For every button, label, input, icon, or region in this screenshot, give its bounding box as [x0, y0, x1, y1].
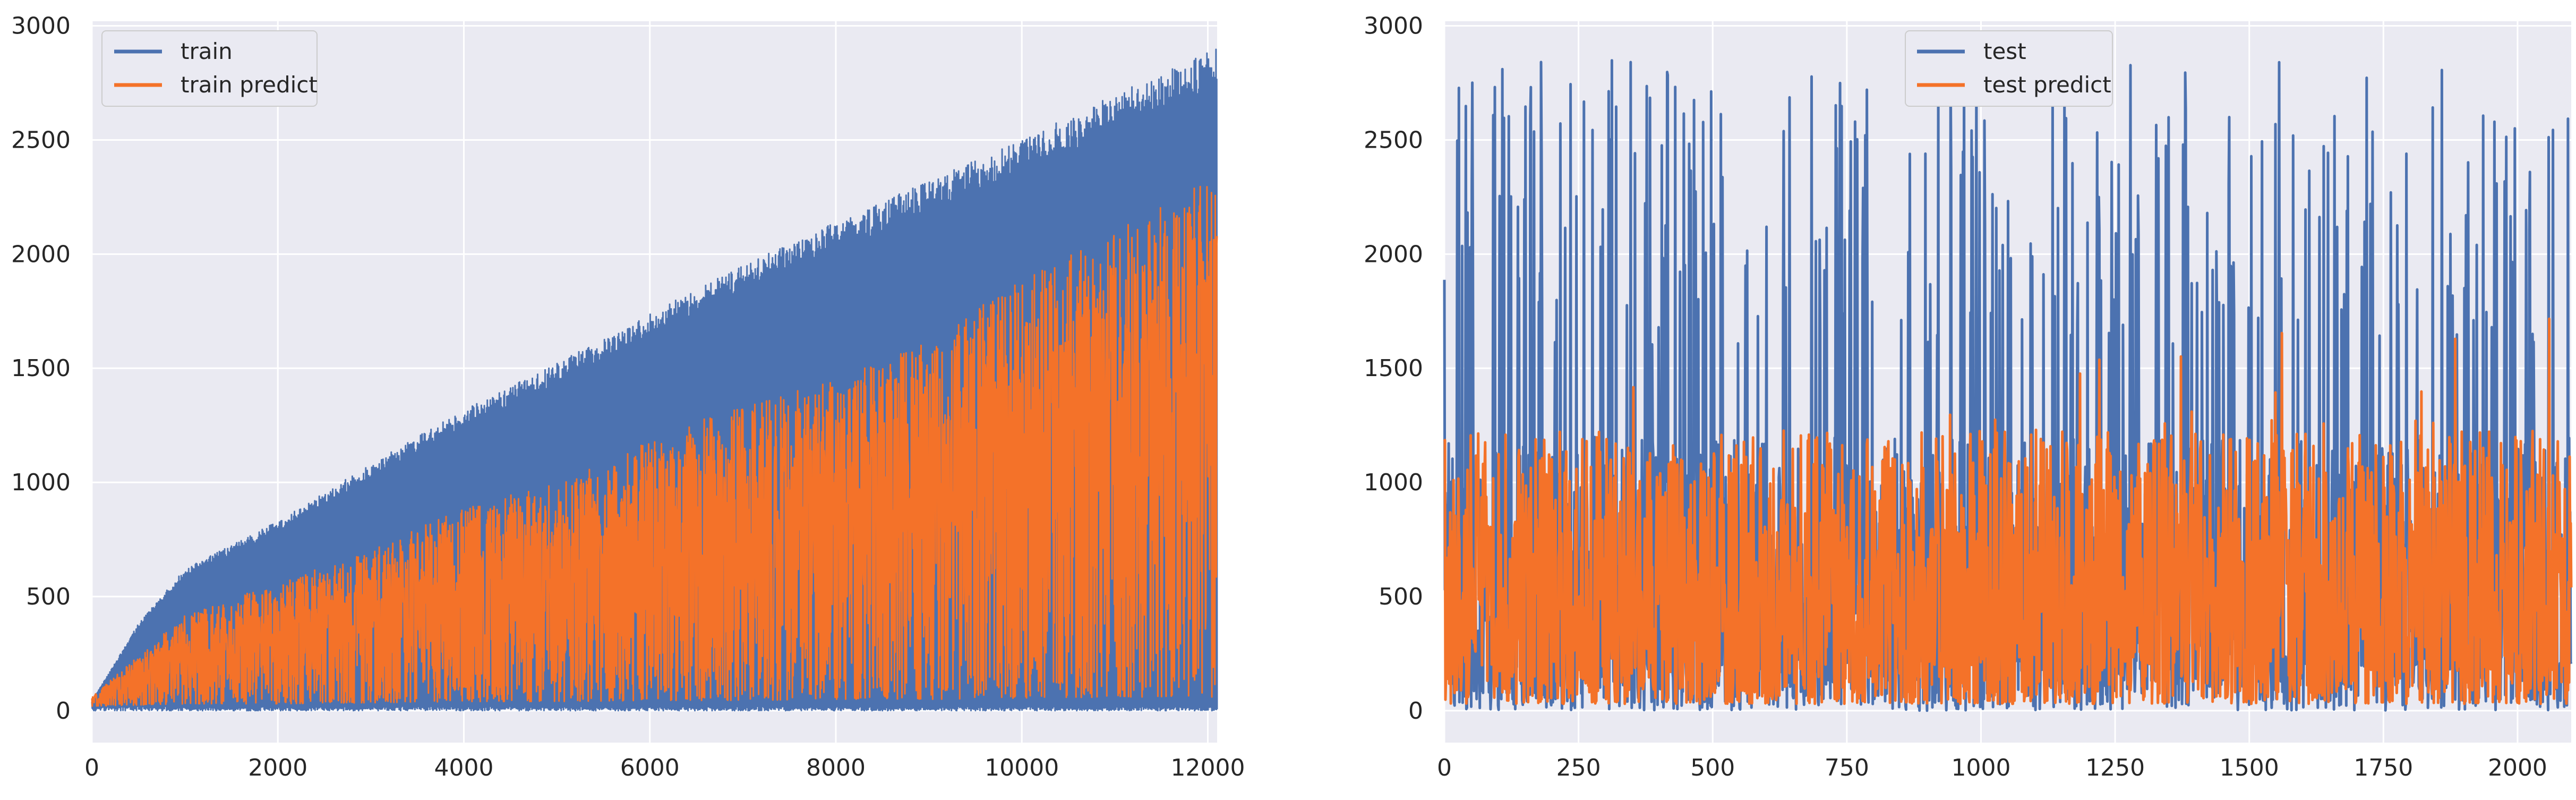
- x-tick-label: 2000: [248, 754, 307, 781]
- legend-label-test: test: [1983, 38, 2026, 64]
- series-line-test-predict: [1443, 317, 2573, 705]
- legend-label-train-predict: train predict: [181, 72, 318, 98]
- y-tick-label: 0: [1408, 697, 1423, 725]
- x-tick-label: 500: [1690, 754, 1735, 781]
- x-tick-label: 0: [1437, 754, 1452, 781]
- y-tick-label: 500: [1379, 583, 1423, 610]
- x-tick-label: 8000: [806, 754, 866, 781]
- ticks-left: 0 2000 4000 6000 8000 10000 12000 0 500 1000 1500 2…: [11, 13, 1245, 781]
- series-left: [91, 48, 1218, 712]
- legend-right: test test predict: [1905, 30, 2113, 107]
- y-tick-label: 1500: [11, 355, 71, 382]
- x-tick-label: 1500: [2220, 754, 2279, 781]
- y-tick-label: 1000: [11, 469, 71, 496]
- chart-right: 0 250 500 750 1000 1250 1500 1750 2000 0 500 1000 15…: [1364, 13, 2573, 781]
- x-tick-label: 12000: [1170, 754, 1245, 781]
- y-tick-label: 2000: [11, 241, 71, 268]
- y-tick-label: 500: [26, 583, 71, 610]
- series-line-train-predict: [91, 185, 1218, 707]
- x-tick-label: 750: [1825, 754, 1869, 781]
- legend-label-test-predict: test predict: [1983, 72, 2111, 98]
- y-tick-label: 0: [56, 697, 71, 725]
- legend-left: train train predict: [101, 30, 318, 107]
- x-tick-label: 1000: [1951, 754, 2010, 781]
- y-tick-label: 3000: [11, 13, 71, 40]
- series-right: [1443, 58, 2573, 712]
- legend-label-train: train: [181, 38, 233, 64]
- x-tick-label: 250: [1556, 754, 1601, 781]
- x-tick-label: 6000: [620, 754, 680, 781]
- y-tick-label: 3000: [1364, 13, 1423, 40]
- y-tick-label: 1000: [1364, 469, 1423, 496]
- y-tick-label: 2500: [1364, 126, 1423, 154]
- chart-left: 0 2000 4000 6000 8000 10000 12000 0 500 1000 1500 2…: [11, 13, 1245, 781]
- x-tick-label: 0: [84, 754, 99, 781]
- x-tick-label: 4000: [434, 754, 494, 781]
- x-tick-label: 1250: [2085, 754, 2145, 781]
- y-tick-label: 2000: [1364, 241, 1423, 268]
- x-tick-label: 10000: [985, 754, 1059, 781]
- x-tick-label: 2000: [2488, 754, 2547, 781]
- x-tick-label: 1750: [2354, 754, 2413, 781]
- y-tick-label: 1500: [1364, 355, 1423, 382]
- y-tick-label: 2500: [11, 126, 71, 154]
- ticks-right: 0 250 500 750 1000 1250 1500 1750 2000 0 500 1000 15…: [1364, 13, 2547, 781]
